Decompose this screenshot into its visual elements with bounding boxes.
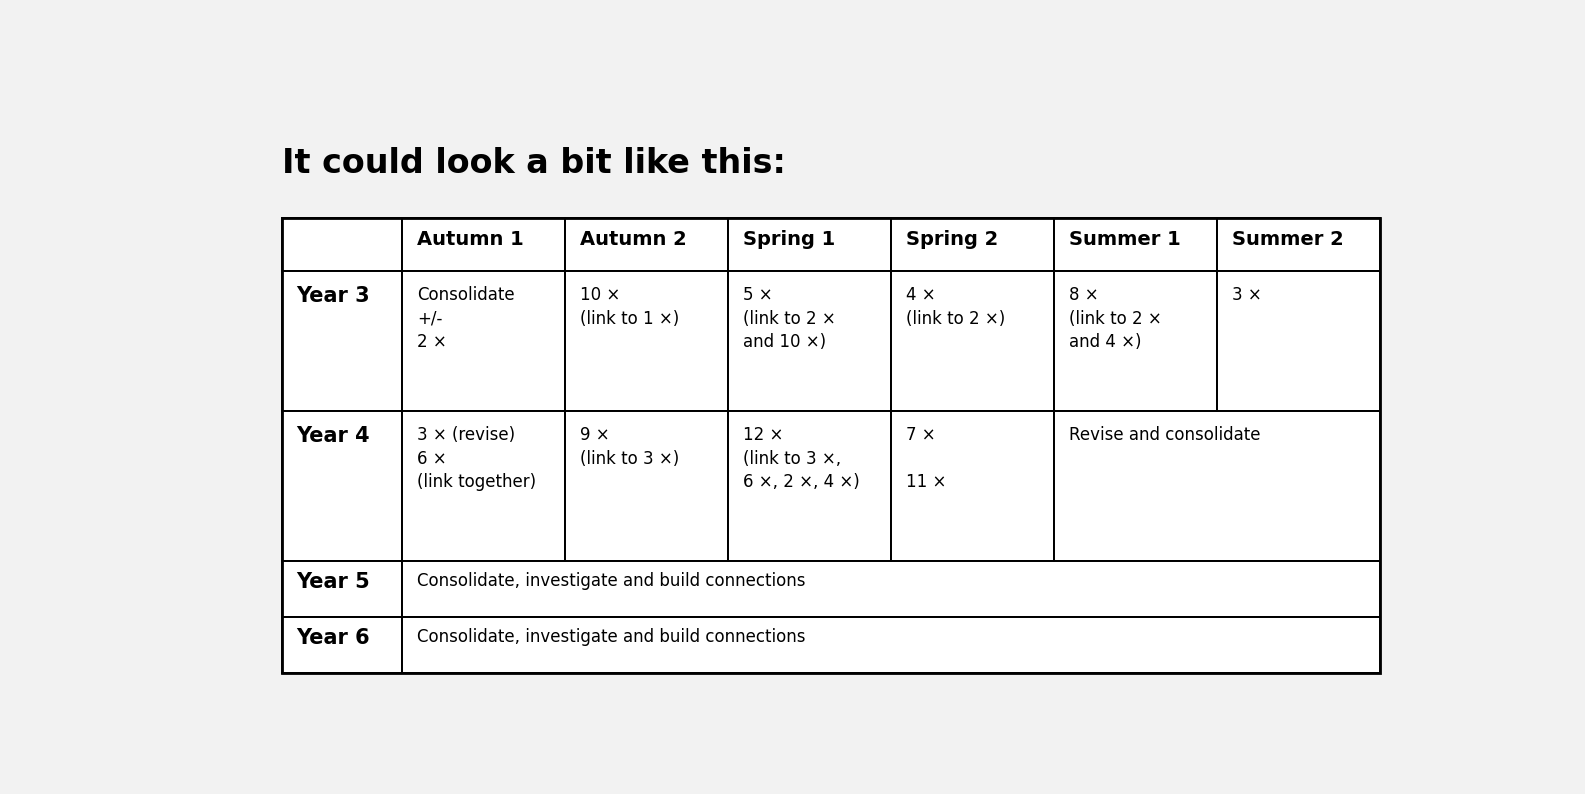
Text: 9 ×
(link to 3 ×): 9 × (link to 3 ×) bbox=[580, 426, 680, 468]
Text: Autumn 2: Autumn 2 bbox=[580, 229, 686, 249]
Text: Summer 1: Summer 1 bbox=[1068, 229, 1181, 249]
Bar bbox=[282, 617, 403, 673]
Text: Consolidate, investigate and build connections: Consolidate, investigate and build conne… bbox=[417, 572, 805, 590]
Text: 3 × (revise)
6 ×
(link together): 3 × (revise) 6 × (link together) bbox=[417, 426, 536, 491]
Text: Consolidate, investigate and build connections: Consolidate, investigate and build conne… bbox=[417, 628, 805, 646]
Text: Year 6: Year 6 bbox=[296, 628, 369, 648]
Bar bbox=[728, 218, 891, 271]
Bar bbox=[282, 218, 403, 271]
Bar bbox=[891, 218, 1054, 271]
Text: 12 ×
(link to 3 ×,
6 ×, 2 ×, 4 ×): 12 × (link to 3 ×, 6 ×, 2 ×, 4 ×) bbox=[743, 426, 859, 491]
Bar bbox=[728, 411, 891, 561]
Text: 5 ×
(link to 2 ×
and 10 ×): 5 × (link to 2 × and 10 ×) bbox=[743, 286, 835, 351]
Bar bbox=[566, 271, 728, 411]
Bar bbox=[403, 411, 566, 561]
Text: Autumn 1: Autumn 1 bbox=[417, 229, 523, 249]
Bar bbox=[1054, 271, 1217, 411]
Bar bbox=[403, 218, 566, 271]
Bar bbox=[566, 218, 728, 271]
Text: Spring 1: Spring 1 bbox=[743, 229, 835, 249]
Text: Revise and consolidate: Revise and consolidate bbox=[1068, 426, 1260, 445]
Text: Spring 2: Spring 2 bbox=[905, 229, 999, 249]
Text: Summer 2: Summer 2 bbox=[1232, 229, 1344, 249]
Bar bbox=[566, 411, 728, 561]
Bar bbox=[282, 411, 403, 561]
Text: Year 4: Year 4 bbox=[296, 426, 369, 446]
Text: It could look a bit like this:: It could look a bit like this: bbox=[282, 147, 786, 180]
Bar bbox=[1217, 218, 1381, 271]
Text: 4 ×
(link to 2 ×): 4 × (link to 2 ×) bbox=[905, 286, 1005, 328]
Bar bbox=[403, 561, 1381, 617]
Bar bbox=[1054, 218, 1217, 271]
Bar bbox=[728, 271, 891, 411]
Bar bbox=[403, 271, 566, 411]
Bar bbox=[403, 617, 1381, 673]
Bar bbox=[891, 271, 1054, 411]
Bar bbox=[282, 218, 1381, 673]
Text: 8 ×
(link to 2 ×
and 4 ×): 8 × (link to 2 × and 4 ×) bbox=[1068, 286, 1162, 351]
Bar bbox=[282, 271, 403, 411]
Text: 10 ×
(link to 1 ×): 10 × (link to 1 ×) bbox=[580, 286, 680, 328]
Bar bbox=[1054, 411, 1381, 561]
Text: 3 ×: 3 × bbox=[1232, 286, 1262, 304]
Text: 7 ×

11 ×: 7 × 11 × bbox=[905, 426, 946, 491]
Bar bbox=[282, 561, 403, 617]
Text: Year 5: Year 5 bbox=[296, 572, 371, 592]
Bar bbox=[1217, 271, 1381, 411]
Text: Year 3: Year 3 bbox=[296, 286, 369, 306]
Bar bbox=[891, 411, 1054, 561]
Text: Consolidate
+/-
2 ×: Consolidate +/- 2 × bbox=[417, 286, 515, 351]
